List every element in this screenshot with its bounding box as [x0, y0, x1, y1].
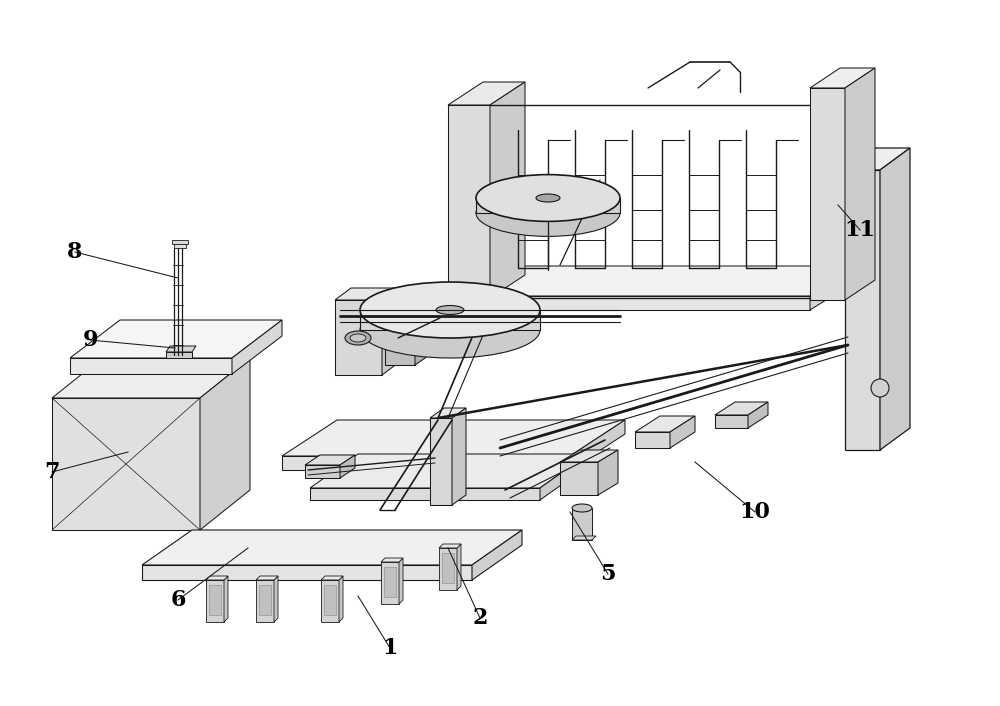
- Polygon shape: [748, 402, 768, 428]
- Polygon shape: [224, 576, 228, 622]
- Polygon shape: [810, 88, 845, 300]
- Polygon shape: [439, 548, 457, 590]
- Polygon shape: [52, 398, 200, 530]
- Polygon shape: [200, 358, 250, 530]
- Polygon shape: [282, 420, 625, 456]
- Polygon shape: [166, 346, 196, 352]
- Ellipse shape: [536, 194, 560, 202]
- Text: 11: 11: [844, 219, 876, 241]
- Polygon shape: [448, 105, 490, 298]
- Polygon shape: [880, 148, 910, 450]
- Polygon shape: [340, 455, 355, 478]
- Polygon shape: [415, 336, 428, 365]
- Ellipse shape: [476, 190, 620, 237]
- Polygon shape: [310, 454, 588, 488]
- Polygon shape: [715, 415, 748, 428]
- Ellipse shape: [360, 302, 540, 358]
- Polygon shape: [845, 170, 880, 450]
- Polygon shape: [670, 416, 695, 448]
- Polygon shape: [448, 266, 858, 296]
- Polygon shape: [360, 310, 540, 330]
- Polygon shape: [570, 420, 625, 470]
- Polygon shape: [232, 320, 282, 374]
- Polygon shape: [810, 68, 875, 88]
- Text: 5: 5: [600, 563, 616, 585]
- Polygon shape: [715, 402, 768, 415]
- Polygon shape: [166, 352, 192, 358]
- Ellipse shape: [572, 504, 592, 512]
- Polygon shape: [274, 576, 278, 622]
- Polygon shape: [845, 68, 875, 300]
- Polygon shape: [321, 576, 343, 580]
- Polygon shape: [448, 296, 810, 310]
- Polygon shape: [339, 576, 343, 622]
- Polygon shape: [382, 288, 398, 375]
- Text: 1: 1: [382, 637, 398, 659]
- Polygon shape: [174, 244, 186, 248]
- Polygon shape: [572, 536, 596, 540]
- Polygon shape: [476, 198, 620, 213]
- Polygon shape: [472, 530, 522, 580]
- Polygon shape: [845, 148, 910, 170]
- Polygon shape: [335, 288, 398, 300]
- Polygon shape: [430, 418, 452, 505]
- Polygon shape: [560, 450, 618, 462]
- Polygon shape: [282, 456, 570, 470]
- Polygon shape: [172, 240, 188, 244]
- Ellipse shape: [476, 174, 620, 222]
- Text: 8: 8: [67, 241, 83, 263]
- Ellipse shape: [871, 379, 889, 397]
- Polygon shape: [70, 358, 232, 374]
- Polygon shape: [206, 576, 228, 580]
- Polygon shape: [324, 585, 336, 615]
- Ellipse shape: [436, 306, 464, 314]
- Polygon shape: [439, 544, 461, 548]
- Polygon shape: [305, 465, 340, 478]
- Polygon shape: [209, 585, 221, 615]
- Polygon shape: [385, 345, 415, 365]
- Polygon shape: [635, 416, 695, 432]
- Polygon shape: [385, 336, 428, 345]
- Polygon shape: [635, 432, 670, 448]
- Polygon shape: [572, 508, 592, 540]
- Polygon shape: [256, 580, 274, 622]
- Polygon shape: [310, 488, 540, 500]
- Polygon shape: [560, 462, 598, 495]
- Polygon shape: [259, 585, 271, 615]
- Text: 6: 6: [170, 589, 186, 611]
- Polygon shape: [256, 576, 278, 580]
- Polygon shape: [381, 562, 399, 604]
- Polygon shape: [70, 320, 282, 358]
- Polygon shape: [457, 544, 461, 590]
- Polygon shape: [335, 300, 382, 375]
- Polygon shape: [452, 408, 466, 505]
- Polygon shape: [381, 558, 403, 562]
- Polygon shape: [598, 450, 618, 495]
- Polygon shape: [448, 82, 525, 105]
- Polygon shape: [305, 455, 355, 465]
- Polygon shape: [810, 266, 858, 310]
- Polygon shape: [321, 580, 339, 622]
- Text: 10: 10: [740, 501, 770, 523]
- Ellipse shape: [350, 334, 366, 342]
- Polygon shape: [142, 530, 522, 565]
- Polygon shape: [430, 408, 466, 418]
- Text: 2: 2: [472, 607, 488, 629]
- Text: 9: 9: [82, 329, 98, 351]
- Polygon shape: [142, 565, 472, 580]
- Ellipse shape: [360, 282, 540, 338]
- Polygon shape: [540, 454, 588, 500]
- Polygon shape: [206, 580, 224, 622]
- Polygon shape: [490, 82, 525, 298]
- Ellipse shape: [345, 331, 371, 345]
- Text: 7: 7: [44, 461, 60, 483]
- Polygon shape: [384, 567, 396, 597]
- Polygon shape: [399, 558, 403, 604]
- Polygon shape: [52, 358, 250, 398]
- Polygon shape: [442, 553, 454, 583]
